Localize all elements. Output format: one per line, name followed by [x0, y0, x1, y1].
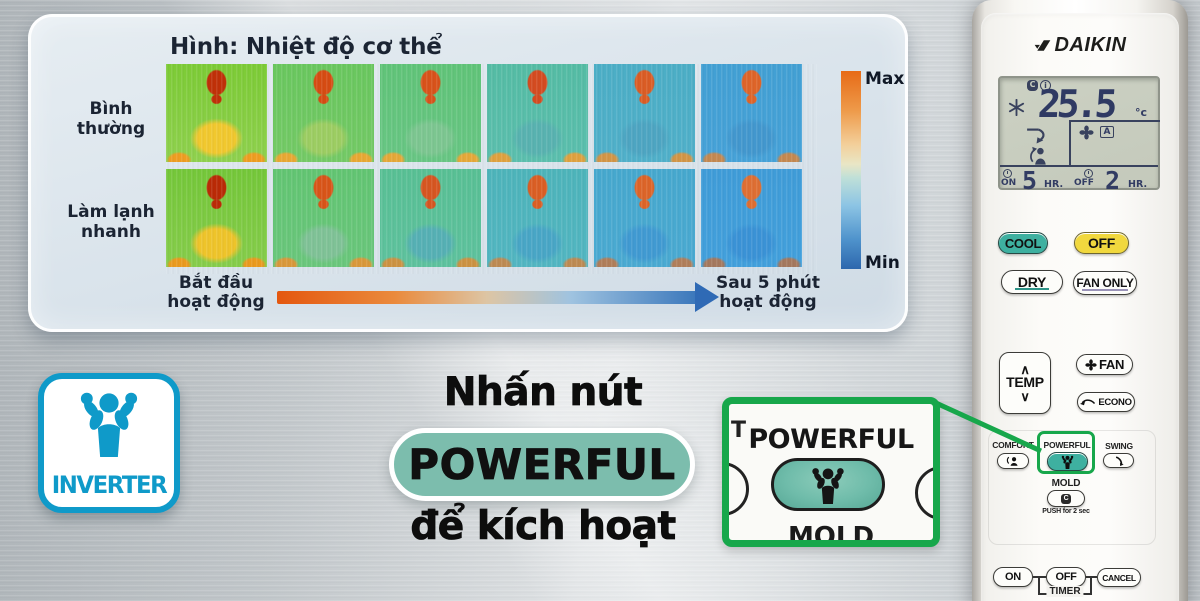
auto-fan-indicator: A [1100, 126, 1114, 138]
thermal-image [380, 64, 481, 162]
timeline-end-label: Sau 5 phút hoạt động [716, 273, 820, 312]
cta-powerful-pill: POWERFUL [389, 428, 695, 501]
mold-button[interactable]: C [1047, 490, 1085, 507]
function-section-outline [988, 430, 1156, 545]
temp-down-icon[interactable]: ∨ [1020, 388, 1030, 404]
cta-line2: để kích hoạt [410, 504, 677, 550]
powerful-highlight-box [1037, 431, 1095, 474]
timer-off-clock-icon [1084, 169, 1093, 178]
comfort-person-icon [1006, 456, 1020, 466]
thermal-row-normal [166, 64, 817, 162]
cool-button[interactable]: COOL [998, 232, 1048, 254]
eco-status-icons: C i [1027, 80, 1051, 91]
timer-off-label: OFF [1074, 178, 1094, 188]
temperature-unit: °c [1135, 106, 1148, 119]
temperature-colorbar [841, 71, 861, 269]
eco-c-icon: C [1027, 80, 1038, 91]
mold-icon: C [1061, 493, 1071, 504]
inverter-label: INVERTER [51, 471, 168, 499]
arrow-head-icon [695, 282, 719, 312]
panel-title: Hình: Nhiệt độ cơ thể [170, 34, 442, 60]
fan-mode-box [1069, 120, 1160, 167]
thermal-comparison-panel: Hình: Nhiệt độ cơ thể Bình thường Làm lạ… [28, 14, 908, 332]
thermal-image [487, 64, 588, 162]
swing-label: SWING [1105, 441, 1133, 451]
powerful-label: POWERFUL [1043, 440, 1091, 450]
powerful-button[interactable] [1047, 452, 1088, 471]
timer-group-label: TIMER [1046, 586, 1084, 597]
timer-on-button[interactable]: ON [993, 567, 1033, 587]
eco-i-icon: i [1040, 80, 1051, 91]
thermal-image [594, 64, 695, 162]
thermal-image [701, 169, 802, 267]
timer-off-button[interactable]: OFF [1046, 567, 1086, 587]
swing-button[interactable] [1103, 453, 1134, 468]
temp-button[interactable]: ∧ TEMP ∨ [999, 352, 1051, 414]
inverter-badge: INVERTER [38, 373, 180, 513]
lcd-display: C i 25.5 °c A ON 5 HR. OFF 2 HR. [998, 76, 1160, 195]
timer-on-value: 5 [1022, 166, 1038, 195]
snowflake-icon [1008, 99, 1025, 116]
swing-icon [1024, 126, 1050, 144]
thermal-image [166, 169, 267, 267]
timer-off-unit: HR. [1128, 179, 1148, 190]
comfort-button[interactable] [997, 453, 1029, 469]
callout-powerful-label: POWERFUL [748, 424, 914, 455]
powerful-button-zoomed[interactable] [771, 458, 885, 511]
comfort-label: COMFORT [992, 440, 1034, 450]
fan-only-button[interactable]: FAN ONLY [1073, 271, 1137, 295]
thermal-image [701, 64, 802, 162]
timeline-start-label: Bắt đầu hoạt động [167, 273, 265, 312]
thermal-image [594, 169, 695, 267]
comfort-person-icon [1027, 145, 1050, 165]
thermal-image [273, 64, 374, 162]
daikin-mark-icon [1034, 38, 1051, 53]
fan-button[interactable]: FAN [1076, 354, 1133, 375]
econo-button[interactable]: ECONO [1077, 392, 1135, 412]
fan-icon [1079, 125, 1094, 140]
fan-only-underline [1082, 289, 1128, 291]
lcd-divider [1000, 165, 1158, 167]
partial-adjacent-label: T [731, 418, 747, 443]
timer-bracket: TIMER [1038, 577, 1092, 597]
dry-underline [1015, 288, 1049, 290]
powerful-button-callout: T POWERFUL MOLD [722, 397, 940, 547]
thermal-image-grid [166, 64, 817, 274]
daikin-logo: DAIKIN [972, 34, 1188, 57]
timer-cancel-button[interactable]: CANCEL [1097, 568, 1141, 587]
dry-button[interactable]: DRY [1001, 270, 1063, 294]
timer-on-unit: HR. [1044, 179, 1064, 190]
temp-up-icon[interactable]: ∧ [1020, 361, 1030, 377]
thermal-row-fast-cooling [166, 169, 817, 267]
muscle-man-icon [805, 466, 851, 504]
econo-icon [1080, 398, 1096, 406]
mold-label: MOLD [1051, 478, 1081, 489]
partial-adjacent-button [729, 462, 749, 516]
time-gradient-arrow [277, 282, 719, 312]
partial-adjacent-button [915, 466, 933, 520]
thermal-image [380, 169, 481, 267]
colorbar-max-label: Max [865, 69, 905, 89]
remote-control: DAIKIN C i 25.5 °c A ON 5 HR. OFF 2 HR. [972, 0, 1188, 601]
callout-mold-partial-label: MOLD [787, 522, 875, 547]
timer-on-clock-icon [1003, 169, 1012, 178]
fan-icon [1085, 359, 1097, 371]
timer-on-label: ON [1001, 178, 1017, 188]
timer-off-value: 2 [1105, 166, 1121, 195]
cta-line1: Nhấn nút [443, 370, 643, 416]
thermal-image [166, 64, 267, 162]
row-label-fast-cooling: Làm lạnh nhanh [67, 202, 155, 242]
mold-hint: PUSH for 2 sec [1042, 508, 1090, 515]
thermal-image [273, 169, 374, 267]
row-label-normal: Bình thường [76, 99, 146, 139]
thermal-image [487, 169, 588, 267]
muscle-man-icon [67, 389, 151, 457]
off-button[interactable]: OFF [1074, 232, 1129, 254]
colorbar-min-label: Min [865, 253, 900, 273]
swing-icon [1114, 456, 1124, 466]
